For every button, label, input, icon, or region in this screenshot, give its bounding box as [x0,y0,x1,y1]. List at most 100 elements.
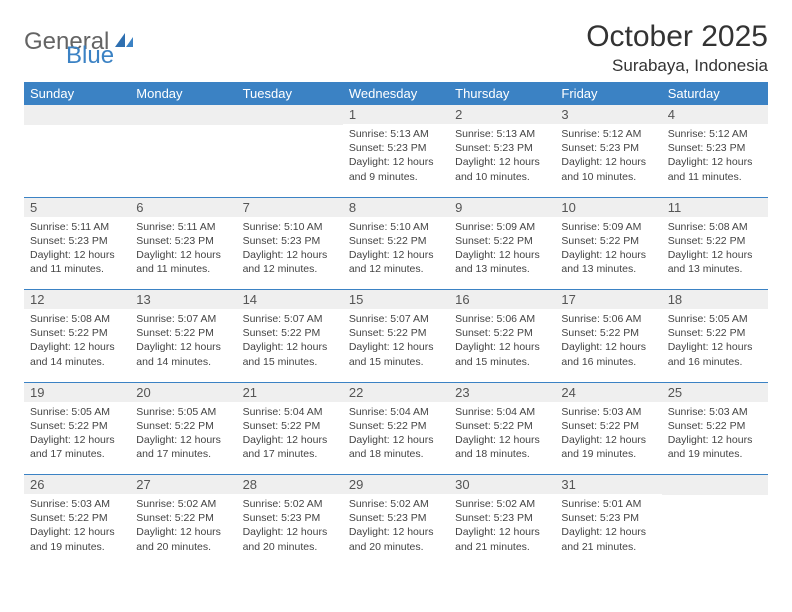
day-number: 20 [130,383,236,402]
day-details: Sunrise: 5:11 AMSunset: 5:23 PMDaylight:… [24,217,130,281]
sunrise-text: Sunrise: 5:07 AM [349,312,443,326]
sunrise-text: Sunrise: 5:13 AM [349,127,443,141]
sunset-text: Sunset: 5:23 PM [243,234,337,248]
sunset-text: Sunset: 5:22 PM [30,511,124,525]
sunset-text: Sunset: 5:23 PM [136,234,230,248]
weekday-header: Thursday [449,82,555,105]
calendar-day-cell: 3Sunrise: 5:12 AMSunset: 5:23 PMDaylight… [555,105,661,197]
calendar-day-cell: 5Sunrise: 5:11 AMSunset: 5:23 PMDaylight… [24,198,130,290]
day-number: 9 [449,198,555,217]
sunrise-text: Sunrise: 5:05 AM [136,405,230,419]
sunset-text: Sunset: 5:23 PM [455,511,549,525]
daylight-text: Daylight: 12 hours and 11 minutes. [668,155,762,183]
calendar-day-cell: 31Sunrise: 5:01 AMSunset: 5:23 PMDayligh… [555,475,661,567]
calendar-day-cell: 28Sunrise: 5:02 AMSunset: 5:23 PMDayligh… [237,475,343,567]
sunset-text: Sunset: 5:22 PM [668,234,762,248]
calendar-week-row: 1Sunrise: 5:13 AMSunset: 5:23 PMDaylight… [24,105,768,197]
daylight-text: Daylight: 12 hours and 15 minutes. [243,340,337,368]
day-number: 18 [662,290,768,309]
daylight-text: Daylight: 12 hours and 21 minutes. [561,525,655,553]
day-number: 21 [237,383,343,402]
day-details: Sunrise: 5:06 AMSunset: 5:22 PMDaylight:… [555,309,661,373]
day-number: 14 [237,290,343,309]
sunrise-text: Sunrise: 5:10 AM [349,220,443,234]
daylight-text: Daylight: 12 hours and 17 minutes. [136,433,230,461]
day-details: Sunrise: 5:01 AMSunset: 5:23 PMDaylight:… [555,494,661,558]
daylight-text: Daylight: 12 hours and 16 minutes. [561,340,655,368]
day-number: 26 [24,475,130,494]
sunrise-text: Sunrise: 5:11 AM [30,220,124,234]
day-details: Sunrise: 5:09 AMSunset: 5:22 PMDaylight:… [555,217,661,281]
calendar-day-cell: 15Sunrise: 5:07 AMSunset: 5:22 PMDayligh… [343,290,449,382]
day-number: 22 [343,383,449,402]
calendar-day-cell: 22Sunrise: 5:04 AMSunset: 5:22 PMDayligh… [343,383,449,475]
day-details: Sunrise: 5:12 AMSunset: 5:23 PMDaylight:… [662,124,768,188]
daylight-text: Daylight: 12 hours and 17 minutes. [243,433,337,461]
sunrise-text: Sunrise: 5:05 AM [668,312,762,326]
daylight-text: Daylight: 12 hours and 14 minutes. [136,340,230,368]
calendar-day-cell: 10Sunrise: 5:09 AMSunset: 5:22 PMDayligh… [555,198,661,290]
calendar-table: Sunday Monday Tuesday Wednesday Thursday… [24,82,768,567]
day-number: 2 [449,105,555,124]
sunset-text: Sunset: 5:22 PM [455,234,549,248]
sunrise-text: Sunrise: 5:02 AM [136,497,230,511]
sunset-text: Sunset: 5:22 PM [668,326,762,340]
day-details: Sunrise: 5:09 AMSunset: 5:22 PMDaylight:… [449,217,555,281]
daylight-text: Daylight: 12 hours and 18 minutes. [349,433,443,461]
sunrise-text: Sunrise: 5:12 AM [668,127,762,141]
daylight-text: Daylight: 12 hours and 19 minutes. [30,525,124,553]
day-details: Sunrise: 5:05 AMSunset: 5:22 PMDaylight:… [24,402,130,466]
sunset-text: Sunset: 5:22 PM [349,234,443,248]
sunrise-text: Sunrise: 5:01 AM [561,497,655,511]
sunrise-text: Sunrise: 5:08 AM [668,220,762,234]
day-number: 23 [449,383,555,402]
daylight-text: Daylight: 12 hours and 20 minutes. [349,525,443,553]
daylight-text: Daylight: 12 hours and 12 minutes. [243,248,337,276]
daylight-text: Daylight: 12 hours and 20 minutes. [243,525,337,553]
calendar-week-row: 26Sunrise: 5:03 AMSunset: 5:22 PMDayligh… [24,475,768,567]
day-details: Sunrise: 5:03 AMSunset: 5:22 PMDaylight:… [24,494,130,558]
day-number: 13 [130,290,236,309]
daylight-text: Daylight: 12 hours and 18 minutes. [455,433,549,461]
day-details: Sunrise: 5:02 AMSunset: 5:23 PMDaylight:… [343,494,449,558]
calendar-day-cell [24,105,130,197]
day-number: 12 [24,290,130,309]
day-number: 19 [24,383,130,402]
calendar-day-cell: 1Sunrise: 5:13 AMSunset: 5:23 PMDaylight… [343,105,449,197]
calendar-day-cell: 30Sunrise: 5:02 AMSunset: 5:23 PMDayligh… [449,475,555,567]
sunset-text: Sunset: 5:22 PM [561,326,655,340]
sunset-text: Sunset: 5:23 PM [561,141,655,155]
title-block: October 2025 Surabaya, Indonesia [586,20,768,76]
day-number: 27 [130,475,236,494]
sunset-text: Sunset: 5:22 PM [136,326,230,340]
calendar-day-cell: 26Sunrise: 5:03 AMSunset: 5:22 PMDayligh… [24,475,130,567]
calendar-day-cell: 16Sunrise: 5:06 AMSunset: 5:22 PMDayligh… [449,290,555,382]
weekday-header: Sunday [24,82,130,105]
day-details: Sunrise: 5:12 AMSunset: 5:23 PMDaylight:… [555,124,661,188]
daylight-text: Daylight: 12 hours and 13 minutes. [455,248,549,276]
day-details: Sunrise: 5:04 AMSunset: 5:22 PMDaylight:… [237,402,343,466]
sunrise-text: Sunrise: 5:03 AM [668,405,762,419]
sunrise-text: Sunrise: 5:03 AM [30,497,124,511]
day-number [237,105,343,125]
day-number: 16 [449,290,555,309]
day-number [662,475,768,495]
sunrise-text: Sunrise: 5:02 AM [243,497,337,511]
daylight-text: Daylight: 12 hours and 12 minutes. [349,248,443,276]
calendar-day-cell: 18Sunrise: 5:05 AMSunset: 5:22 PMDayligh… [662,290,768,382]
daylight-text: Daylight: 12 hours and 19 minutes. [668,433,762,461]
day-details: Sunrise: 5:08 AMSunset: 5:22 PMDaylight:… [24,309,130,373]
calendar-day-cell: 4Sunrise: 5:12 AMSunset: 5:23 PMDaylight… [662,105,768,197]
calendar-week-row: 12Sunrise: 5:08 AMSunset: 5:22 PMDayligh… [24,290,768,382]
sunset-text: Sunset: 5:23 PM [455,141,549,155]
daylight-text: Daylight: 12 hours and 20 minutes. [136,525,230,553]
calendar-day-cell: 14Sunrise: 5:07 AMSunset: 5:22 PMDayligh… [237,290,343,382]
weekday-header: Saturday [662,82,768,105]
daylight-text: Daylight: 12 hours and 13 minutes. [561,248,655,276]
sunset-text: Sunset: 5:23 PM [561,511,655,525]
sunrise-text: Sunrise: 5:05 AM [30,405,124,419]
sunset-text: Sunset: 5:23 PM [668,141,762,155]
sunrise-text: Sunrise: 5:02 AM [349,497,443,511]
calendar-day-cell: 25Sunrise: 5:03 AMSunset: 5:22 PMDayligh… [662,383,768,475]
calendar-day-cell [237,105,343,197]
